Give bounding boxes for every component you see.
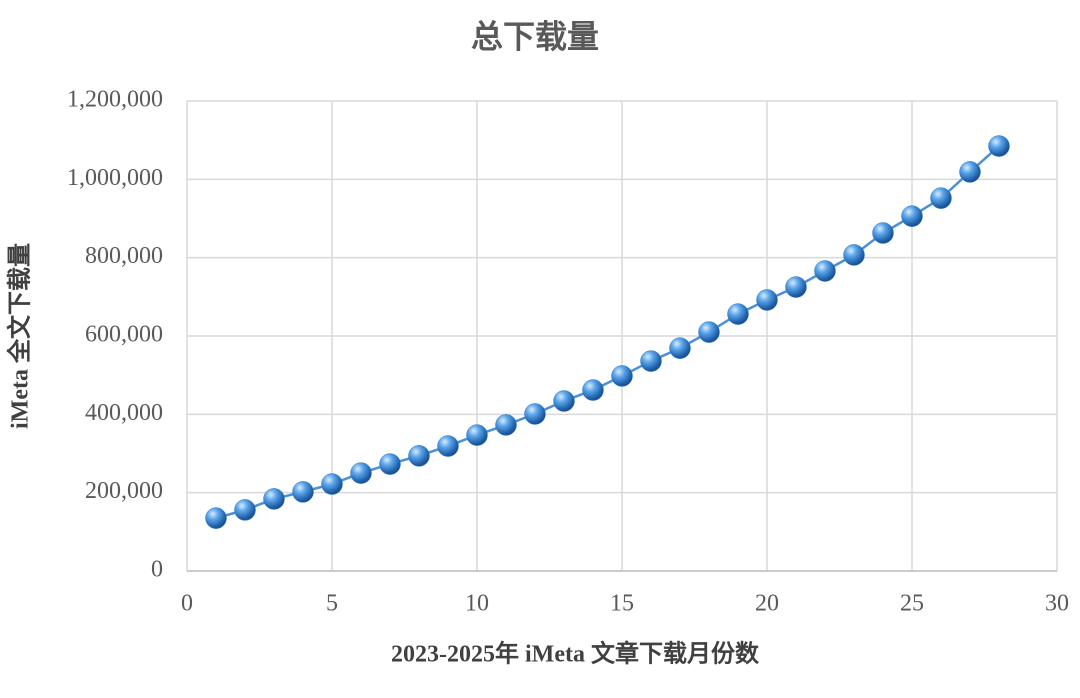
data-point bbox=[495, 414, 517, 436]
data-point bbox=[959, 161, 981, 183]
y-tick-label: 1,000,000 bbox=[67, 165, 163, 191]
y-tick-label: 0 bbox=[151, 557, 163, 583]
y-axis-label: iMeta 全文下载量 bbox=[6, 243, 34, 429]
data-point bbox=[466, 424, 488, 446]
y-tick-label: 200,000 bbox=[85, 478, 163, 504]
data-point bbox=[321, 473, 343, 495]
x-tick-label: 10 bbox=[465, 591, 489, 617]
data-point bbox=[901, 205, 923, 227]
x-tick-label: 15 bbox=[610, 591, 634, 617]
data-point bbox=[814, 260, 836, 282]
data-point bbox=[582, 379, 604, 401]
x-axis-label: 2023-2025年 iMeta 文章下载月份数 bbox=[391, 640, 760, 668]
x-tick-label: 5 bbox=[326, 591, 338, 617]
data-point bbox=[669, 337, 691, 359]
data-point bbox=[524, 403, 546, 425]
data-point bbox=[437, 435, 459, 457]
x-tick-label: 20 bbox=[755, 591, 779, 617]
x-tick-label: 25 bbox=[900, 591, 924, 617]
data-point bbox=[843, 244, 865, 266]
x-tick-label: 0 bbox=[181, 591, 193, 617]
data-point bbox=[205, 507, 227, 529]
data-point bbox=[872, 222, 894, 244]
y-tick-label: 400,000 bbox=[85, 400, 163, 426]
y-tick-label: 800,000 bbox=[85, 243, 163, 269]
data-point bbox=[640, 350, 662, 372]
data-point bbox=[234, 499, 256, 521]
data-point bbox=[756, 289, 778, 311]
data-point bbox=[611, 365, 633, 387]
data-point bbox=[930, 187, 952, 209]
data-point bbox=[553, 390, 575, 412]
data-point bbox=[263, 488, 285, 510]
data-point bbox=[408, 445, 430, 467]
x-tick-label: 30 bbox=[1045, 591, 1069, 617]
data-point bbox=[292, 481, 314, 503]
y-tick-label: 1,200,000 bbox=[67, 87, 163, 113]
data-point bbox=[785, 276, 807, 298]
chart-title: 总下载量 bbox=[471, 18, 599, 54]
data-point bbox=[727, 303, 749, 325]
data-point bbox=[698, 321, 720, 343]
data-point bbox=[988, 135, 1010, 157]
data-line bbox=[215, 145, 1000, 520]
y-tick-label: 600,000 bbox=[85, 322, 163, 348]
data-point bbox=[350, 462, 372, 484]
data-point bbox=[379, 453, 401, 475]
